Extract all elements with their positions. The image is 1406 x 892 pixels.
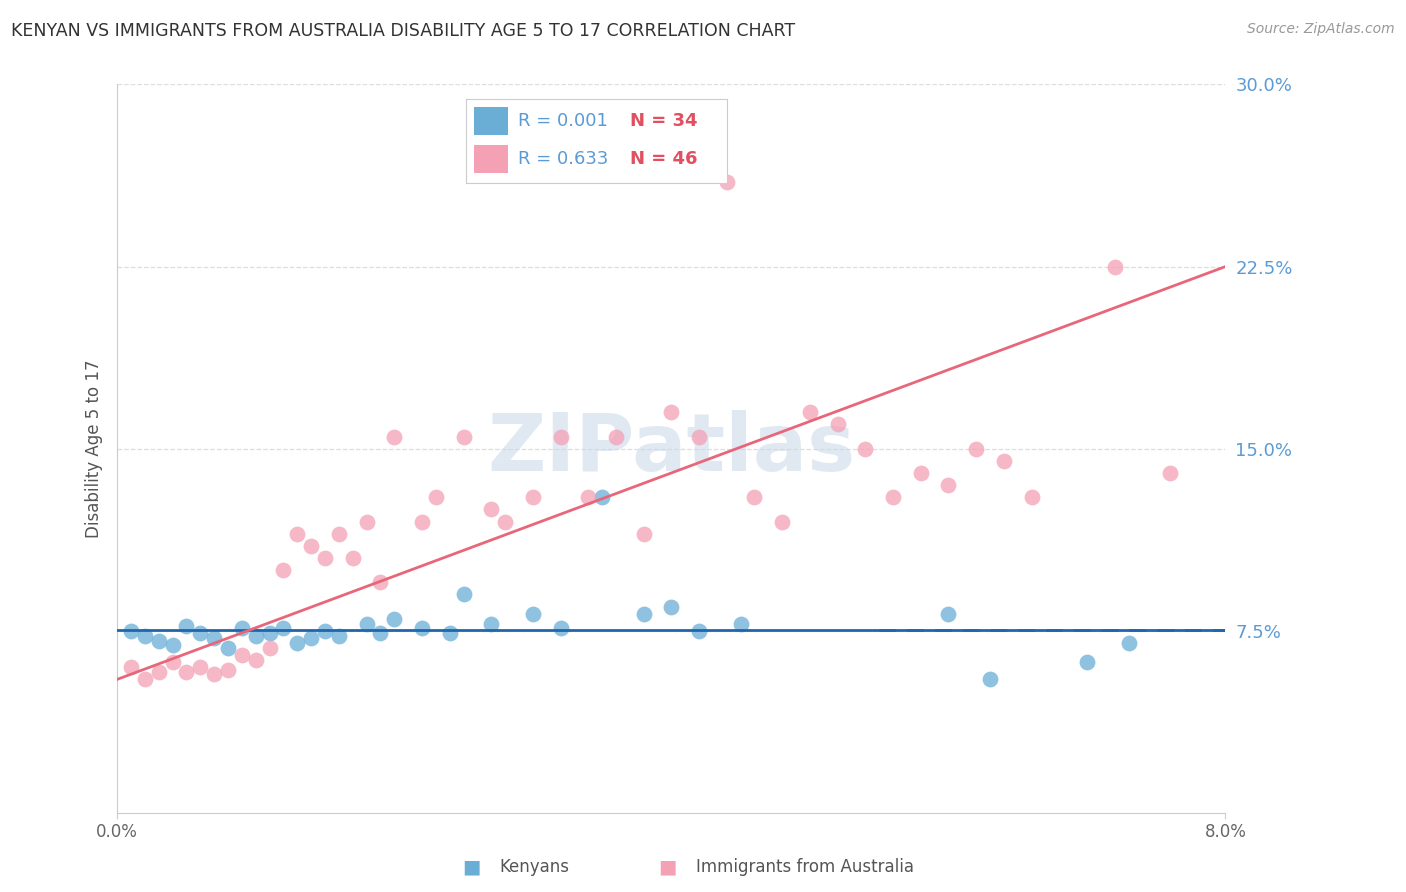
Point [979, 673, 1001, 687]
Point [273, 563, 295, 577]
Point [550, 429, 572, 443]
Point [965, 442, 987, 456]
Point [1159, 466, 1181, 480]
Point [217, 663, 239, 677]
Point [688, 429, 710, 443]
Y-axis label: Disability Age 5 to 17: Disability Age 5 to 17 [86, 359, 103, 538]
Point [633, 526, 655, 541]
Point [370, 626, 392, 640]
Point [314, 624, 336, 638]
Point [162, 656, 184, 670]
Point [202, 667, 225, 681]
Text: ZIPatlas: ZIPatlas [488, 409, 855, 488]
Point [231, 621, 253, 635]
Point [453, 429, 475, 443]
Point [910, 466, 932, 480]
Point [148, 633, 170, 648]
Point [217, 640, 239, 655]
Point [576, 490, 599, 504]
Point [882, 490, 904, 504]
Text: KENYAN VS IMMIGRANTS FROM AUSTRALIA DISABILITY AGE 5 TO 17 CORRELATION CHART: KENYAN VS IMMIGRANTS FROM AUSTRALIA DISA… [11, 22, 796, 40]
Point [285, 526, 308, 541]
Point [730, 616, 752, 631]
Point [479, 616, 502, 631]
Point [716, 175, 738, 189]
Point [328, 629, 350, 643]
Point [799, 405, 821, 419]
Text: Immigrants from Australia: Immigrants from Australia [696, 858, 914, 876]
Point [938, 478, 960, 492]
Point [245, 629, 267, 643]
Point [285, 636, 308, 650]
Point [382, 612, 405, 626]
Text: Kenyans: Kenyans [499, 858, 569, 876]
Point [328, 526, 350, 541]
Point [659, 405, 682, 419]
Point [273, 621, 295, 635]
Point [245, 653, 267, 667]
Point [176, 665, 198, 679]
Point [134, 629, 156, 643]
Point [120, 624, 142, 638]
Point [770, 515, 793, 529]
Point [259, 626, 281, 640]
Point [605, 429, 627, 443]
Point [659, 599, 682, 614]
Point [231, 648, 253, 662]
Point [202, 631, 225, 645]
Point [411, 515, 433, 529]
Point [370, 575, 392, 590]
Point [356, 616, 378, 631]
Point [148, 665, 170, 679]
Point [299, 631, 322, 645]
Point [188, 660, 211, 674]
Point [479, 502, 502, 516]
Point [259, 640, 281, 655]
Point [299, 539, 322, 553]
Point [1118, 636, 1140, 650]
Text: Source: ZipAtlas.com: Source: ZipAtlas.com [1247, 22, 1395, 37]
Point [591, 490, 613, 504]
Point [411, 621, 433, 635]
Point [550, 621, 572, 635]
Point [494, 515, 516, 529]
Point [314, 550, 336, 565]
Point [827, 417, 849, 432]
Point [853, 442, 876, 456]
Point [938, 607, 960, 621]
Point [356, 515, 378, 529]
Point [162, 638, 184, 652]
Point [342, 550, 364, 565]
Point [1076, 656, 1098, 670]
Point [1021, 490, 1043, 504]
Point [382, 429, 405, 443]
Point [439, 626, 461, 640]
Point [993, 454, 1015, 468]
Point [522, 490, 544, 504]
Point [120, 660, 142, 674]
Point [425, 490, 447, 504]
Point [453, 587, 475, 601]
Point [688, 624, 710, 638]
Point [176, 619, 198, 633]
Point [1104, 260, 1126, 274]
Point [134, 673, 156, 687]
Text: ■: ■ [461, 857, 481, 877]
Point [188, 626, 211, 640]
Text: ■: ■ [658, 857, 678, 877]
Point [744, 490, 766, 504]
Point [522, 607, 544, 621]
Point [633, 607, 655, 621]
